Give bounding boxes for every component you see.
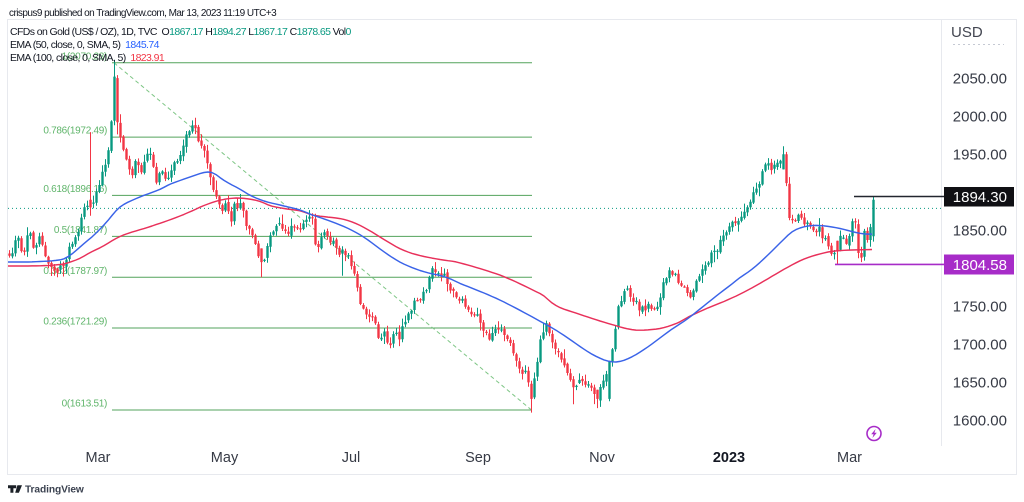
svg-text:1850.00: 1850.00 xyxy=(953,223,1007,240)
svg-text:EMA (50, close, 0, SMA, 5) 18: EMA (50, close, 0, SMA, 5) 1845.74 xyxy=(10,39,160,51)
svg-text:1700.00: 1700.00 xyxy=(953,337,1007,354)
svg-text:CFDs on Gold (US$ / OZ), 1D, T: CFDs on Gold (US$ / OZ), 1D, TVC O1867.1… xyxy=(10,26,351,38)
svg-text:EMA (100, close, 0, SMA, 5) 1: EMA (100, close, 0, SMA, 5) 1823.91 xyxy=(10,52,165,64)
svg-text:1(2070.23): 1(2070.23) xyxy=(62,51,107,62)
svg-text:Jul: Jul xyxy=(342,450,361,466)
svg-text:0.236(1721.29): 0.236(1721.29) xyxy=(43,317,107,328)
svg-text:1650.00: 1650.00 xyxy=(953,375,1007,392)
svg-text:TradingView: TradingView xyxy=(25,485,84,496)
svg-text:0.382(1787.97): 0.382(1787.97) xyxy=(43,266,107,277)
svg-text:Mar: Mar xyxy=(86,450,111,466)
svg-text:May: May xyxy=(211,450,239,466)
svg-text:0.618(1896.16): 0.618(1896.16) xyxy=(43,184,107,195)
svg-text:USD: USD xyxy=(951,24,983,41)
svg-text:1804.58: 1804.58 xyxy=(953,257,1007,274)
svg-text:Sep: Sep xyxy=(465,450,491,466)
svg-text:0(1613.51): 0(1613.51) xyxy=(62,399,107,410)
svg-text:Nov: Nov xyxy=(589,450,616,466)
svg-text:0.786(1972.49): 0.786(1972.49) xyxy=(43,126,107,137)
svg-text:1600.00: 1600.00 xyxy=(953,413,1007,430)
svg-text:Mar: Mar xyxy=(837,450,862,466)
svg-text:crispus9 published on TradingV: crispus9 published on TradingView.com, M… xyxy=(9,8,277,19)
svg-text:1750.00: 1750.00 xyxy=(953,299,1007,316)
svg-text:2023: 2023 xyxy=(713,450,745,466)
svg-text:1950.00: 1950.00 xyxy=(953,147,1007,164)
svg-text:2000.00: 2000.00 xyxy=(953,108,1007,125)
svg-text:2050.00: 2050.00 xyxy=(953,70,1007,87)
svg-text:1894.30: 1894.30 xyxy=(953,189,1007,206)
